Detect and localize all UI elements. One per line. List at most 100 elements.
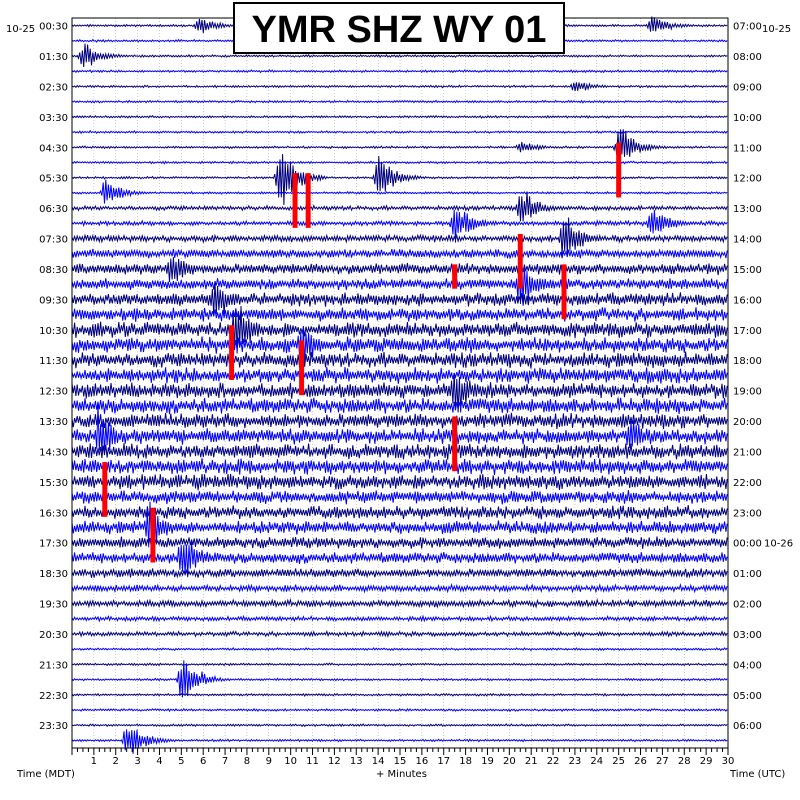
left-time-label: 03:30: [39, 113, 68, 124]
trace-row: [71, 597, 728, 609]
left-time-label: 11:30: [39, 356, 68, 367]
right-time-label: 08:00: [733, 52, 762, 63]
trace-row: [71, 397, 728, 415]
x-tick-label: 26: [634, 756, 647, 767]
x-tick-label: 2: [113, 756, 119, 767]
right-time-label: 03:00: [733, 630, 762, 641]
left-time-label: 06:30: [39, 204, 68, 215]
trace-row: [71, 582, 728, 594]
trace-row: [71, 630, 728, 638]
x-tick-label: 15: [394, 756, 407, 767]
right-time-label: 21:00: [733, 447, 762, 458]
trace-row: [71, 373, 728, 413]
right-time-label: 11:00: [733, 143, 762, 154]
x-tick-label: 11: [306, 756, 319, 767]
clipped-trace-mark: [517, 233, 523, 289]
x-tick-label: 13: [350, 756, 363, 767]
midnight-date-label: 10-26: [764, 539, 793, 550]
left-time-label: 04:30: [39, 143, 68, 154]
right-time-label: 22:00: [733, 478, 762, 489]
trace-row: [71, 325, 728, 367]
right-time-label: 17:00: [733, 326, 762, 337]
trace-row: [71, 351, 728, 369]
left-time-label: 23:30: [39, 721, 68, 732]
right-time-label: 04:00: [733, 660, 762, 671]
x-tick-label: 1: [91, 756, 97, 767]
trace-row: [71, 501, 728, 548]
x-tick-label: 7: [222, 756, 228, 767]
clipped-trace-mark: [299, 340, 305, 396]
x-tick-label: 12: [328, 756, 341, 767]
trace-row: [71, 458, 728, 475]
left-axis-title: Time (MDT): [16, 769, 75, 780]
x-tick-label: 30: [722, 756, 735, 767]
right-time-label: 13:00: [733, 204, 762, 215]
right-time-label: 02:00: [733, 600, 762, 611]
right-time-label: 10:00: [733, 113, 762, 124]
clipped-trace-mark: [452, 416, 458, 472]
clipped-trace-mark: [616, 142, 622, 198]
trace-row: [71, 281, 728, 315]
left-time-label: 01:30: [39, 52, 68, 63]
trace-row: [71, 567, 728, 579]
trace-row: [71, 307, 728, 322]
trace-row: [71, 217, 728, 256]
clipped-trace-mark: [229, 325, 235, 380]
trace-row: [71, 473, 728, 491]
right-axis-title: Time (UTC): [729, 769, 785, 780]
x-tick-label: 6: [200, 756, 206, 767]
x-tick-label: 24: [590, 756, 603, 767]
trace-row: [71, 536, 728, 549]
trace-row: [71, 129, 728, 157]
trace-row: [71, 248, 728, 260]
x-tick-label: 19: [481, 756, 494, 767]
clipped-trace-mark: [305, 173, 311, 228]
x-tick-label: 4: [156, 756, 162, 767]
title-box: YMR SHZ WY 01: [233, 2, 565, 54]
trace-row: [71, 660, 728, 698]
trace-row: [71, 490, 728, 505]
right-time-label: 05:00: [733, 691, 762, 702]
left-time-label: 15:30: [39, 478, 68, 489]
left-time-label: 21:30: [39, 660, 68, 671]
trace-row: [71, 692, 728, 697]
clipped-trace-mark: [452, 264, 458, 289]
left-time-label: 16:30: [39, 508, 68, 519]
left-time-label: 20:30: [39, 630, 68, 641]
left-time-label: 10:30: [39, 326, 68, 337]
right-time-label: 23:00: [733, 508, 762, 519]
right-time-label: 16:00: [733, 295, 762, 306]
left-time-label: 05:30: [39, 174, 68, 185]
left-time-label: 14:30: [39, 447, 68, 458]
left-time-label: 02:30: [39, 82, 68, 93]
x-tick-label: 20: [503, 756, 516, 767]
left-time-label: 07:30: [39, 235, 68, 246]
x-tick-label: 22: [547, 756, 560, 767]
left-time-label: 13:30: [39, 417, 68, 428]
x-tick-label: 28: [678, 756, 691, 767]
left-time-label: 19:30: [39, 600, 68, 611]
trace-row: [71, 729, 728, 754]
x-tick-label: 14: [372, 756, 385, 767]
trace-row: [71, 209, 728, 243]
trace-row: [71, 82, 728, 92]
trace-row: [71, 707, 728, 713]
x-tick-label: 17: [437, 756, 450, 767]
x-tick-label: 29: [700, 756, 713, 767]
right-time-label: 20:00: [733, 417, 762, 428]
title-frame: [233, 2, 565, 54]
left-time-label: 12:30: [39, 387, 68, 398]
x-tick-label: 16: [415, 756, 428, 767]
clipped-trace-mark: [561, 264, 567, 320]
trace-row: [71, 403, 728, 453]
trace-row: [71, 662, 728, 667]
left-date-label: 10-25: [6, 24, 35, 35]
clipped-amplitude-marks: [102, 142, 622, 563]
right-time-label: 07:00: [733, 22, 762, 33]
trace-row: [71, 99, 728, 104]
right-time-label: 14:00: [733, 235, 762, 246]
left-time-label: 18:30: [39, 569, 68, 580]
x-tick-label: 21: [525, 756, 538, 767]
clipped-trace-mark: [292, 173, 298, 228]
